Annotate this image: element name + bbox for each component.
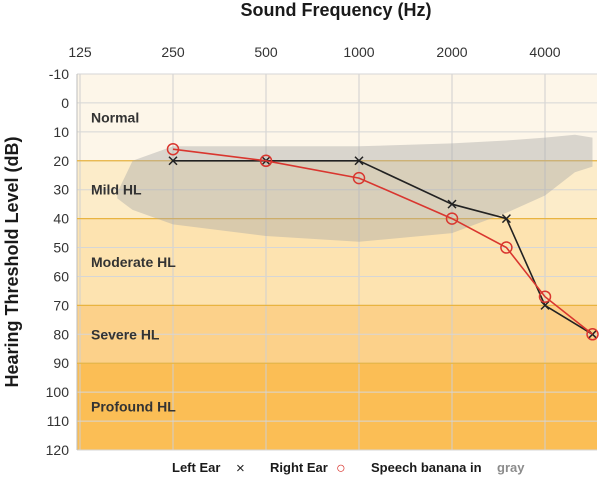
legend-left-label: Left Ear bbox=[172, 460, 220, 475]
x-mark-b bbox=[540, 300, 550, 310]
y-tick-120: 120 bbox=[46, 442, 70, 458]
legend-banana-word: gray bbox=[497, 460, 525, 475]
chart-title: Sound Frequency (Hz) bbox=[240, 0, 431, 20]
x-mark-b bbox=[587, 329, 598, 339]
legend-right-label: Right Ear bbox=[270, 460, 328, 475]
x-tick-500: 500 bbox=[254, 44, 278, 60]
x-tick-labels: 125 250 500 1000 2000 4000 bbox=[68, 44, 560, 60]
y-tick-70: 70 bbox=[53, 297, 69, 313]
y-tick-60: 60 bbox=[53, 268, 69, 284]
left-ear-point-5 bbox=[540, 300, 550, 310]
legend: Left Ear × Right Ear ○ Speech banana in … bbox=[172, 460, 525, 477]
x-mark-b bbox=[354, 156, 364, 166]
series-right-ear bbox=[166, 142, 599, 341]
band-label-4: Profound HL bbox=[91, 399, 176, 415]
right-ear-point-1 bbox=[259, 154, 273, 168]
band-label-2: Moderate HL bbox=[91, 254, 176, 270]
legend-left-marker: × bbox=[236, 460, 245, 477]
series-line-1 bbox=[172, 148, 593, 335]
band-2 bbox=[77, 218, 597, 306]
x-tick-1000: 1000 bbox=[343, 44, 374, 60]
left-ear-point-4 bbox=[501, 214, 511, 224]
y-tick-50: 50 bbox=[53, 240, 69, 256]
band-labels: Normal Mild HL Moderate HL Severe HL Profoun… bbox=[91, 109, 176, 414]
right-ear-point-3 bbox=[445, 212, 459, 225]
left-ear-point-0 bbox=[168, 156, 178, 166]
legend-right-marker: ○ bbox=[336, 460, 346, 477]
right-ear-point-5 bbox=[538, 290, 552, 303]
right-ear-point-4 bbox=[500, 241, 513, 254]
band-label-3: Severe HL bbox=[91, 326, 160, 342]
ear-series bbox=[166, 142, 599, 341]
y-tick-40: 40 bbox=[53, 211, 69, 227]
right-ear-point-2 bbox=[352, 171, 366, 185]
x-tick-125: 125 bbox=[68, 44, 92, 60]
y-tick--10: -10 bbox=[49, 66, 69, 82]
x-tick-2000: 2000 bbox=[436, 44, 467, 60]
y-tick-0: 0 bbox=[61, 95, 69, 111]
y-tick-100: 100 bbox=[46, 384, 70, 400]
legend-banana-label: Speech banana in bbox=[371, 460, 482, 475]
y-tick-80: 80 bbox=[53, 326, 69, 342]
x-mark-b bbox=[168, 156, 178, 166]
band-4 bbox=[77, 363, 597, 450]
x-mark-b bbox=[501, 214, 511, 224]
y-tick-20: 20 bbox=[53, 153, 69, 169]
y-axis-label: Hearing Threshold Level (dB) bbox=[2, 136, 22, 387]
y-tick-110: 110 bbox=[47, 413, 70, 429]
x-tick-250: 250 bbox=[161, 44, 185, 60]
left-ear-point-3 bbox=[447, 199, 457, 209]
band-0 bbox=[77, 74, 597, 161]
y-tick-labels: -10 0 10 20 30 40 50 60 70 80 90 100 110 120 bbox=[46, 66, 70, 458]
y-tick-30: 30 bbox=[53, 182, 69, 198]
y-tick-90: 90 bbox=[53, 355, 69, 371]
band-label-0: Normal bbox=[91, 109, 139, 125]
x-mark-b bbox=[447, 199, 457, 209]
y-tick-10: 10 bbox=[53, 124, 69, 140]
left-ear-point-2 bbox=[354, 156, 364, 166]
right-ear-point-6 bbox=[586, 328, 599, 341]
band-label-1: Mild HL bbox=[91, 182, 142, 198]
x-tick-4000: 4000 bbox=[529, 44, 560, 60]
right-ear-point-0 bbox=[166, 142, 180, 156]
